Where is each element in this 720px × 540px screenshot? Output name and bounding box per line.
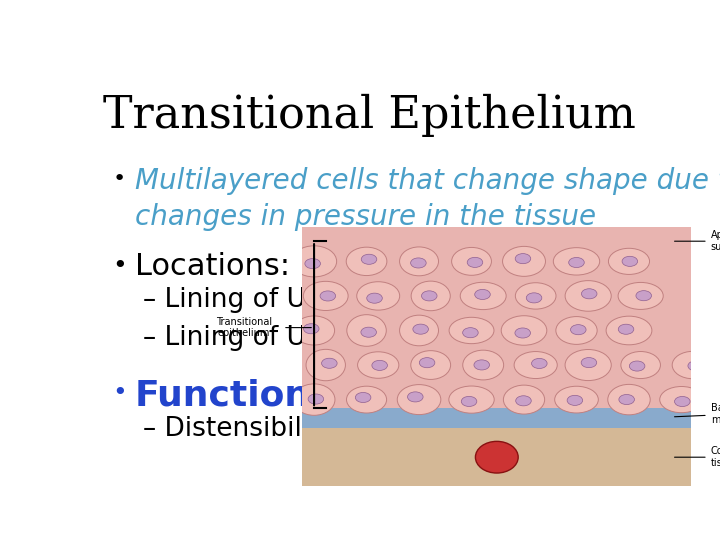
Text: – Distensibility: – Distensibility [143, 416, 336, 442]
Ellipse shape [358, 352, 399, 379]
Ellipse shape [618, 324, 634, 334]
Ellipse shape [303, 281, 348, 310]
Ellipse shape [467, 258, 482, 267]
Ellipse shape [347, 315, 387, 346]
Ellipse shape [356, 393, 371, 402]
Ellipse shape [411, 350, 451, 380]
Ellipse shape [462, 396, 477, 407]
Ellipse shape [408, 392, 423, 402]
Ellipse shape [400, 247, 438, 276]
Ellipse shape [570, 325, 586, 335]
Ellipse shape [619, 395, 634, 404]
Ellipse shape [474, 289, 490, 300]
Ellipse shape [516, 254, 531, 264]
Ellipse shape [622, 256, 638, 266]
Ellipse shape [565, 281, 611, 311]
Text: Basement
membrane: Basement membrane [675, 403, 720, 425]
Ellipse shape [501, 316, 546, 345]
Ellipse shape [346, 247, 387, 275]
Ellipse shape [569, 258, 584, 267]
Ellipse shape [306, 349, 346, 381]
Ellipse shape [618, 282, 663, 309]
Text: Relaxed transitional epithelium: Relaxed transitional epithelium [356, 443, 595, 458]
Ellipse shape [515, 328, 531, 338]
Text: •: • [112, 254, 127, 278]
Ellipse shape [608, 248, 649, 274]
Ellipse shape [675, 396, 690, 407]
Text: Transitional Epithelium: Transitional Epithelium [102, 94, 636, 137]
Text: Connective
tissue: Connective tissue [675, 447, 720, 468]
Text: Locations:: Locations: [135, 252, 289, 281]
Text: Function:: Function: [135, 379, 325, 413]
Ellipse shape [514, 352, 557, 379]
Ellipse shape [400, 315, 438, 346]
Ellipse shape [294, 316, 335, 345]
Ellipse shape [463, 328, 478, 338]
Text: •: • [112, 168, 125, 189]
Text: – Lining of Ureter: – Lining of Ureter [143, 325, 370, 350]
Ellipse shape [361, 327, 377, 338]
Text: – Lining of Urinary bladder: – Lining of Urinary bladder [143, 287, 492, 313]
Ellipse shape [581, 357, 597, 368]
Text: Transitional
epithelium: Transitional epithelium [216, 317, 272, 339]
Ellipse shape [688, 361, 703, 371]
Ellipse shape [672, 352, 714, 379]
Ellipse shape [460, 282, 506, 309]
Ellipse shape [421, 291, 437, 301]
Ellipse shape [526, 293, 542, 303]
Ellipse shape [621, 352, 660, 379]
Ellipse shape [660, 387, 703, 413]
Ellipse shape [582, 289, 597, 299]
Ellipse shape [304, 323, 319, 334]
Text: •: • [112, 381, 127, 405]
Ellipse shape [503, 385, 544, 414]
Ellipse shape [449, 318, 494, 343]
Ellipse shape [565, 349, 611, 381]
Ellipse shape [308, 394, 324, 404]
Ellipse shape [346, 386, 387, 413]
Ellipse shape [366, 293, 382, 303]
Ellipse shape [397, 384, 441, 415]
Ellipse shape [474, 360, 490, 370]
Ellipse shape [372, 360, 387, 370]
Polygon shape [302, 227, 691, 408]
Ellipse shape [516, 396, 531, 406]
Ellipse shape [451, 247, 492, 275]
Ellipse shape [411, 281, 450, 310]
Ellipse shape [449, 386, 494, 413]
Ellipse shape [322, 358, 337, 368]
Text: Multilayered cells that change shape due to
changes in pressure in the tissue: Multilayered cells that change shape due… [135, 167, 720, 232]
Ellipse shape [305, 259, 320, 268]
Ellipse shape [531, 359, 547, 368]
Ellipse shape [463, 350, 503, 380]
Polygon shape [302, 408, 691, 428]
Ellipse shape [554, 248, 600, 275]
Ellipse shape [293, 384, 335, 415]
Ellipse shape [292, 246, 337, 277]
Ellipse shape [419, 357, 435, 368]
Ellipse shape [503, 246, 546, 276]
Ellipse shape [516, 283, 556, 309]
Ellipse shape [606, 316, 652, 345]
Circle shape [475, 441, 518, 473]
Ellipse shape [413, 324, 428, 334]
Ellipse shape [636, 291, 652, 301]
Ellipse shape [556, 316, 597, 345]
Ellipse shape [356, 282, 400, 310]
Ellipse shape [629, 361, 645, 371]
Text: Apical
surface: Apical surface [675, 231, 720, 252]
Ellipse shape [320, 291, 336, 301]
Ellipse shape [567, 395, 582, 406]
Ellipse shape [361, 254, 377, 264]
Ellipse shape [554, 386, 598, 413]
Polygon shape [302, 428, 691, 486]
Ellipse shape [410, 258, 426, 268]
Ellipse shape [608, 384, 650, 415]
